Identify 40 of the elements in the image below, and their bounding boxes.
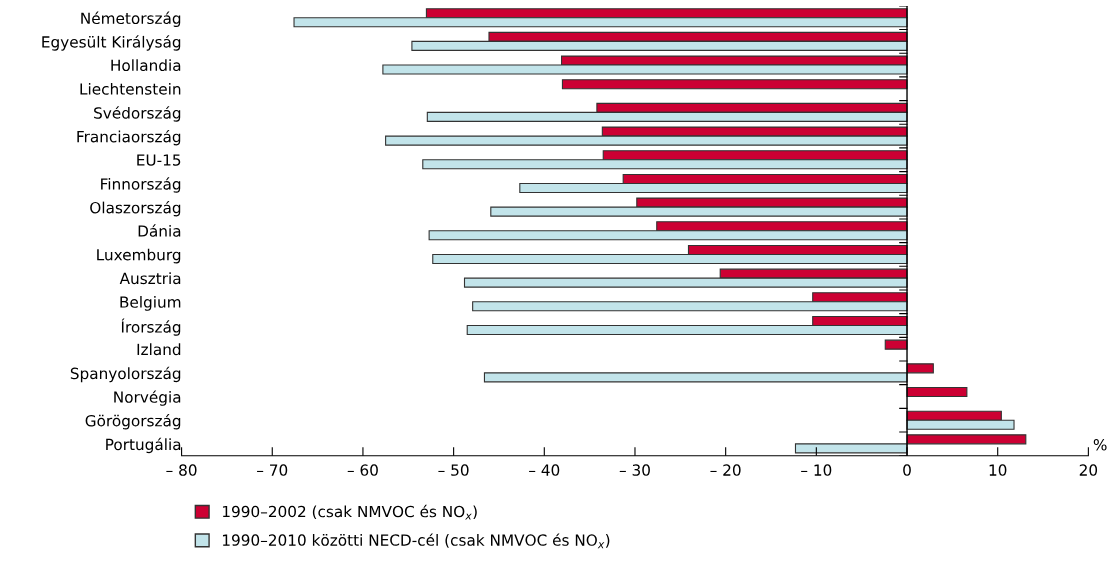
y-tick-label: Olaszország bbox=[90, 201, 181, 217]
bar bbox=[561, 79, 908, 90]
y-tick-label: Görögország bbox=[85, 414, 181, 430]
legend-label: 1990–2010 közötti NECD-cél (csak NMVOC és NO$_{x}$) bbox=[222, 533, 610, 549]
y-tick-label: Luxemburg bbox=[97, 248, 181, 264]
bar bbox=[906, 363, 934, 374]
x-tick-label: – 60 bbox=[347, 464, 378, 476]
y-tick-label: Egyesült Királyság bbox=[42, 35, 181, 51]
y-tick-label: Ausztria bbox=[119, 272, 181, 285]
y-tick-label: Belgium bbox=[120, 296, 181, 311]
y-tick-label: Írország bbox=[121, 318, 181, 336]
y-tick-label: EU-15 bbox=[137, 154, 181, 166]
legend-label: 1990–2002 (csak NMVOC és NO$_{x}$) bbox=[222, 504, 477, 520]
y-tick-label: Portugália bbox=[106, 437, 181, 454]
y-tick-label: Svédország bbox=[94, 106, 181, 122]
y-tick-label: Dánia bbox=[138, 224, 181, 237]
y-tick-label: Norvégia bbox=[114, 390, 181, 406]
bar bbox=[483, 372, 908, 383]
y-tick-label: Spanyolország bbox=[70, 366, 181, 383]
bar bbox=[906, 386, 968, 398]
x-tick-label: 0 bbox=[903, 464, 911, 476]
y-tick-label: Franciaország bbox=[77, 129, 181, 146]
bar bbox=[794, 443, 908, 454]
y-tick-label: Németország bbox=[81, 11, 181, 27]
x-tick-label: – 80 bbox=[166, 464, 197, 476]
bar bbox=[906, 434, 1027, 445]
y-tick-label: Liechtenstein bbox=[80, 82, 181, 95]
y-tick-label: Izland bbox=[137, 343, 181, 356]
bar bbox=[884, 339, 908, 350]
x-tick-label: – 40 bbox=[529, 464, 560, 476]
y-tick-label: Finnország bbox=[101, 177, 181, 193]
x-tick-label: – 10 bbox=[801, 464, 832, 476]
x-tick-label: – 70 bbox=[257, 464, 288, 476]
x-tick-label: – 30 bbox=[619, 464, 650, 476]
y-tick-label: Hollandia bbox=[111, 59, 181, 72]
x-axis-title: % bbox=[1093, 438, 1107, 451]
x-tick-label: 10 bbox=[989, 464, 1007, 476]
x-tick-label: 20 bbox=[1079, 464, 1098, 476]
x-tick-label: – 20 bbox=[710, 464, 741, 476]
x-tick-label: – 50 bbox=[438, 464, 469, 476]
